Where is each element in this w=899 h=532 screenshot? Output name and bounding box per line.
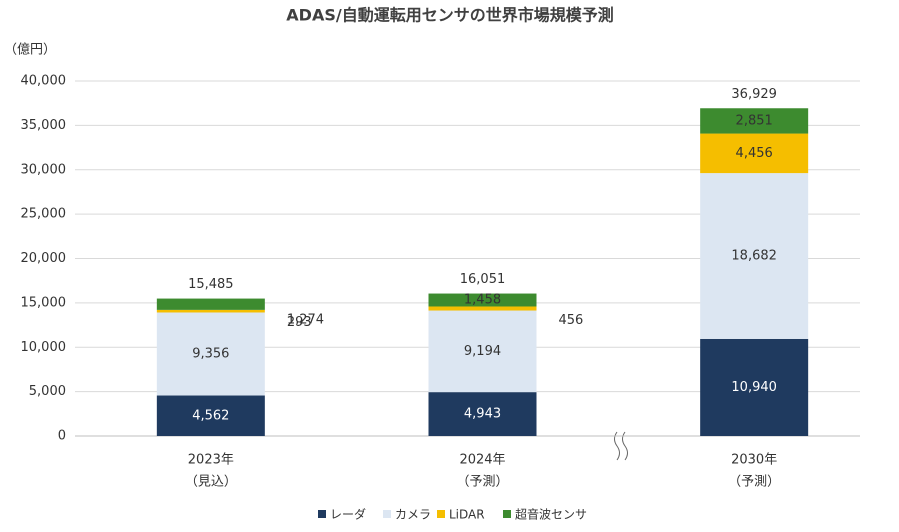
bar-segment (700, 108, 809, 134)
y-tick-label: 0 (58, 429, 66, 444)
y-tick-label: 35,000 (21, 118, 67, 133)
x-tick-label: 2024年 (459, 453, 505, 468)
x-tick-note: （予測） (456, 475, 508, 490)
bar-segment (700, 133, 809, 174)
x-tick-label: 2030年 (731, 453, 777, 468)
x-tick-label: 2023年 (188, 453, 234, 468)
bar-segment (428, 392, 537, 436)
value-label: 10,940 (731, 380, 777, 395)
total-label: 15,485 (188, 277, 234, 292)
value-label: 9,194 (464, 344, 501, 359)
legend-label: カメラ (395, 508, 431, 522)
value-label: 456 (559, 313, 584, 328)
y-tick-label: 5,000 (29, 384, 66, 399)
legend-swatch (318, 510, 326, 518)
bar-segment (156, 309, 265, 313)
legend-swatch (503, 510, 511, 518)
legend-label: レーダ (330, 507, 366, 522)
bar-segment (428, 310, 537, 393)
legend-label: LiDAR (449, 508, 485, 522)
y-tick-label: 10,000 (21, 340, 67, 355)
value-label: 293 (287, 315, 312, 330)
value-label: 9,356 (192, 346, 229, 361)
bar-segment (428, 293, 537, 307)
bar-segment (700, 338, 809, 436)
total-label: 16,051 (460, 272, 506, 287)
legend-swatch (383, 510, 391, 518)
y-tick-label: 30,000 (21, 162, 67, 177)
value-label: 1,274 (287, 312, 324, 327)
total-label: 36,929 (731, 87, 777, 102)
bar-segment (156, 298, 265, 310)
legend-swatch (437, 510, 445, 518)
y-tick-label: 20,000 (21, 251, 67, 266)
bar-segment (156, 395, 265, 436)
value-label: 4,943 (464, 407, 501, 422)
y-tick-label: 25,000 (21, 207, 67, 222)
value-label: 1,458 (464, 293, 501, 308)
chart-title: ADAS/自動運転用センサの世界市場規模予測 (286, 6, 613, 25)
x-tick-note: （予測） (728, 475, 780, 490)
bar-segment (428, 306, 537, 311)
y-tick-label: 40,000 (21, 74, 67, 89)
bar-segment (156, 312, 265, 396)
value-label: 4,562 (192, 408, 229, 423)
x-tick-note: （見込） (185, 475, 237, 490)
legend-label: 超音波センサ (515, 507, 587, 522)
y-tick-label: 15,000 (21, 295, 67, 310)
value-label: 4,456 (736, 146, 773, 161)
value-label: 18,682 (731, 249, 777, 264)
y-unit: （億円） (4, 42, 56, 58)
value-label: 2,851 (736, 113, 773, 128)
bar-segment (700, 173, 809, 339)
